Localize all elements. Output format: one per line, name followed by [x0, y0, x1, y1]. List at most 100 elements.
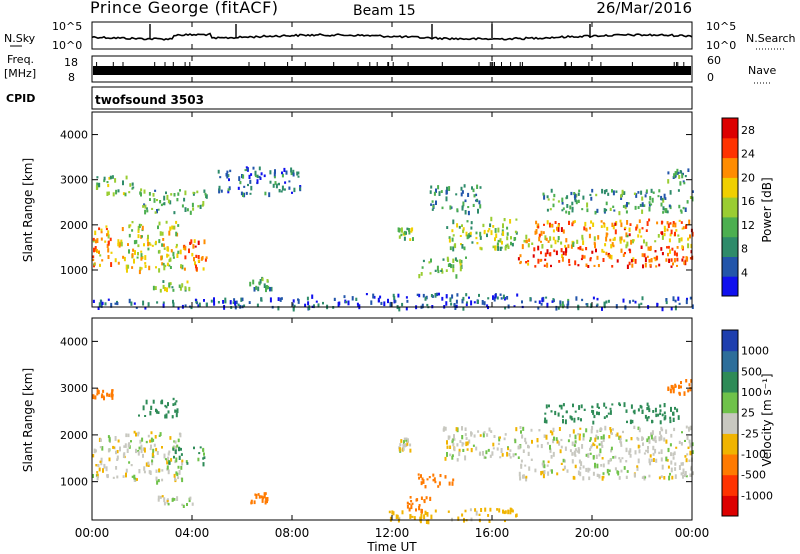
data-mark [689, 425, 692, 431]
data-mark [597, 235, 600, 240]
data-mark [670, 384, 673, 389]
colorbar-swatch [722, 118, 738, 139]
data-mark [509, 449, 512, 452]
data-mark [663, 193, 666, 199]
data-mark [194, 298, 197, 302]
data-mark [527, 260, 530, 263]
data-mark [197, 457, 200, 462]
data-mark [107, 255, 110, 259]
data-mark [543, 264, 546, 267]
data-mark [116, 450, 119, 454]
data-mark [543, 420, 546, 424]
data-mark [665, 298, 668, 302]
data-mark [470, 448, 473, 453]
data-mark [424, 297, 427, 301]
data-mark [455, 299, 458, 304]
data-mark [290, 171, 293, 176]
data-mark [92, 474, 94, 478]
data-mark [628, 233, 631, 237]
data-mark [629, 249, 632, 254]
data-mark [672, 262, 674, 266]
data-mark [521, 300, 523, 304]
data-mark [144, 262, 147, 265]
data-mark [201, 256, 204, 260]
data-mark [673, 173, 676, 178]
cpid-label: CPID [6, 92, 35, 105]
data-mark [654, 439, 657, 443]
data-mark [131, 253, 134, 258]
data-mark [670, 406, 672, 412]
data-mark [581, 298, 584, 302]
data-mark [533, 247, 536, 252]
data-mark [140, 444, 143, 450]
data-mark [446, 440, 448, 445]
data-mark [658, 476, 661, 480]
data-mark [619, 459, 622, 463]
data-mark [418, 476, 421, 480]
data-mark [422, 259, 425, 263]
data-mark [297, 171, 300, 175]
data-mark [687, 389, 690, 393]
data-mark [670, 460, 673, 465]
data-mark [244, 169, 247, 172]
data-mark [281, 171, 283, 175]
data-mark [680, 237, 683, 242]
data-mark [459, 440, 462, 443]
data-mark [202, 462, 205, 467]
data-mark [445, 301, 448, 306]
data-mark [609, 407, 612, 410]
data-mark [197, 259, 200, 263]
data-mark [674, 171, 677, 176]
data-mark [549, 430, 552, 434]
data-mark [585, 453, 588, 457]
data-mark [595, 454, 598, 459]
data-mark [264, 492, 267, 495]
data-mark [634, 259, 637, 264]
data-mark [117, 439, 120, 443]
data-mark [503, 511, 506, 515]
data-mark [189, 496, 192, 500]
data-mark [96, 388, 99, 394]
data-mark [203, 452, 205, 456]
data-mark [497, 227, 500, 233]
data-mark [128, 224, 131, 229]
data-mark [113, 446, 115, 449]
data-mark [99, 263, 101, 267]
data-mark [671, 475, 674, 480]
data-mark [175, 231, 178, 237]
data-mark [440, 269, 443, 272]
data-mark [573, 444, 576, 447]
data-mark [109, 237, 112, 242]
data-mark [552, 427, 555, 432]
data-mark [596, 297, 599, 301]
data-mark [163, 265, 166, 271]
data-mark [434, 480, 437, 484]
data-mark [459, 259, 462, 264]
data-mark [596, 411, 598, 415]
data-mark [573, 192, 576, 195]
data-mark [568, 258, 571, 264]
data-mark [496, 243, 499, 248]
data-mark [477, 208, 479, 214]
data-mark [675, 229, 678, 232]
data-mark [297, 298, 299, 301]
data-mark [162, 303, 165, 308]
data-mark [544, 417, 547, 421]
data-mark [147, 461, 150, 466]
data-mark [138, 469, 141, 474]
data-mark [542, 231, 545, 235]
data-mark [241, 174, 243, 179]
data-mark [663, 228, 666, 233]
data-mark [430, 258, 432, 263]
data-mark [94, 246, 97, 251]
data-mark [260, 297, 263, 301]
data-mark [684, 259, 687, 262]
data-mark [169, 257, 172, 260]
data-mark [571, 201, 574, 206]
data-mark [648, 439, 651, 444]
data-mark [538, 236, 541, 242]
y-tick-label: 1000 [60, 264, 88, 277]
data-mark [157, 225, 159, 230]
data-mark [622, 253, 625, 257]
data-mark [173, 473, 176, 478]
